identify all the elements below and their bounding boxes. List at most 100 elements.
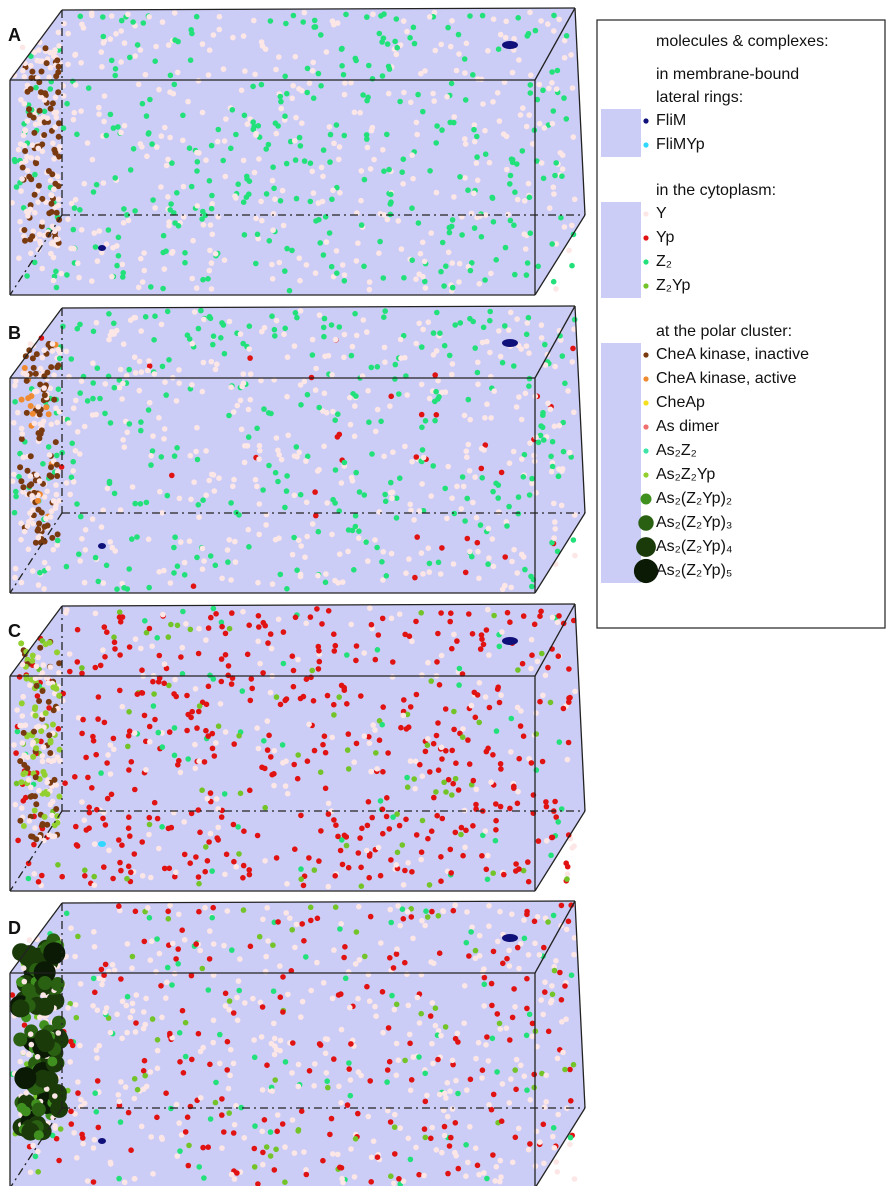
molecule — [520, 661, 526, 667]
molecule — [69, 356, 75, 362]
molecule — [414, 454, 420, 460]
molecule — [96, 105, 102, 111]
molecule — [401, 156, 407, 162]
molecule — [409, 152, 415, 158]
page: {"panels": [{"label": "A"}, {"label": "B… — [0, 0, 887, 1186]
molecule — [109, 13, 115, 19]
molecule — [545, 21, 551, 27]
molecule — [297, 135, 303, 141]
cluster-molecule — [20, 694, 26, 700]
molecule — [456, 1166, 462, 1172]
molecule — [445, 464, 451, 470]
molecule — [529, 652, 535, 658]
molecule — [464, 41, 470, 47]
flim-ring — [502, 41, 518, 49]
molecule — [208, 1116, 214, 1122]
molecule — [305, 758, 311, 764]
molecule — [12, 383, 18, 389]
molecule — [534, 767, 540, 773]
molecule — [414, 692, 420, 698]
molecule — [121, 585, 127, 591]
molecule — [348, 622, 354, 628]
molecule — [187, 145, 193, 151]
cluster-molecule — [40, 219, 46, 225]
molecule — [269, 1088, 275, 1094]
molecule — [82, 424, 88, 430]
molecule — [308, 160, 314, 166]
molecule — [96, 694, 102, 700]
molecule — [213, 563, 219, 569]
molecule — [62, 780, 68, 786]
molecule — [538, 609, 544, 615]
molecule — [135, 42, 141, 48]
molecule — [568, 1098, 574, 1104]
molecule — [516, 494, 522, 500]
molecule — [491, 219, 497, 225]
molecule — [155, 816, 161, 822]
molecule — [263, 522, 269, 528]
cluster-molecule — [53, 95, 59, 101]
molecule — [129, 536, 135, 542]
cluster-molecule — [55, 531, 61, 537]
molecule — [262, 325, 268, 331]
cluster-molecule — [37, 116, 43, 122]
cluster-molecule — [53, 502, 59, 508]
molecule — [493, 257, 499, 263]
molecule — [559, 173, 565, 179]
flim-ring — [502, 934, 518, 942]
molecule — [121, 220, 127, 226]
molecule — [388, 1173, 394, 1179]
molecule — [74, 132, 80, 138]
molecule — [535, 264, 541, 270]
cluster-molecule — [51, 372, 57, 378]
molecule — [475, 382, 481, 388]
molecule — [358, 198, 364, 204]
cluster-molecule — [27, 818, 33, 824]
molecule — [206, 684, 212, 690]
molecule — [524, 272, 530, 278]
molecule — [474, 160, 480, 166]
cluster-molecule — [50, 1100, 68, 1118]
molecule — [477, 281, 483, 287]
molecule — [572, 197, 578, 203]
molecule — [283, 21, 289, 27]
molecule — [309, 169, 315, 175]
molecule — [393, 362, 399, 368]
molecule — [446, 250, 452, 256]
molecule — [148, 453, 154, 459]
molecule — [455, 1031, 461, 1037]
molecule — [182, 260, 188, 266]
molecule — [513, 1087, 519, 1093]
cluster-molecule — [42, 392, 48, 398]
molecule — [126, 367, 132, 373]
molecule — [428, 1013, 434, 1019]
molecule — [409, 869, 415, 875]
molecule — [96, 579, 102, 585]
molecule — [317, 1041, 323, 1047]
molecule — [342, 272, 348, 278]
molecule — [380, 147, 386, 153]
molecule — [451, 908, 457, 914]
molecule — [549, 69, 555, 75]
molecule — [196, 626, 202, 632]
molecule — [196, 1164, 202, 1170]
cluster-molecule — [53, 439, 59, 445]
molecule — [310, 521, 316, 527]
cluster-molecule — [20, 165, 26, 171]
molecule — [533, 490, 539, 496]
molecule — [205, 733, 211, 739]
molecule — [213, 367, 219, 373]
flim-ring — [98, 543, 106, 549]
molecule — [187, 538, 193, 544]
molecule — [386, 167, 392, 173]
molecule — [392, 1007, 398, 1013]
molecule — [308, 918, 314, 924]
molecule — [91, 329, 97, 335]
molecule — [409, 459, 415, 465]
molecule — [366, 799, 372, 805]
molecule — [482, 982, 488, 988]
molecule — [77, 558, 83, 564]
molecule — [92, 1090, 98, 1096]
molecule — [439, 1150, 445, 1156]
molecule — [73, 448, 79, 454]
